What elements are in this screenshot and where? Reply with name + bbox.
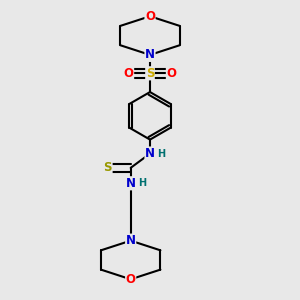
Text: N: N [145,48,155,62]
Text: N: N [126,234,136,247]
Text: N: N [126,177,136,190]
Text: O: O [124,67,134,80]
Text: S: S [146,67,154,80]
Text: H: H [138,178,146,188]
Text: S: S [103,161,112,174]
Text: H: H [157,148,165,159]
Text: O: O [167,67,176,80]
Text: N: N [145,147,155,160]
Text: O: O [126,273,136,286]
Text: O: O [145,10,155,23]
